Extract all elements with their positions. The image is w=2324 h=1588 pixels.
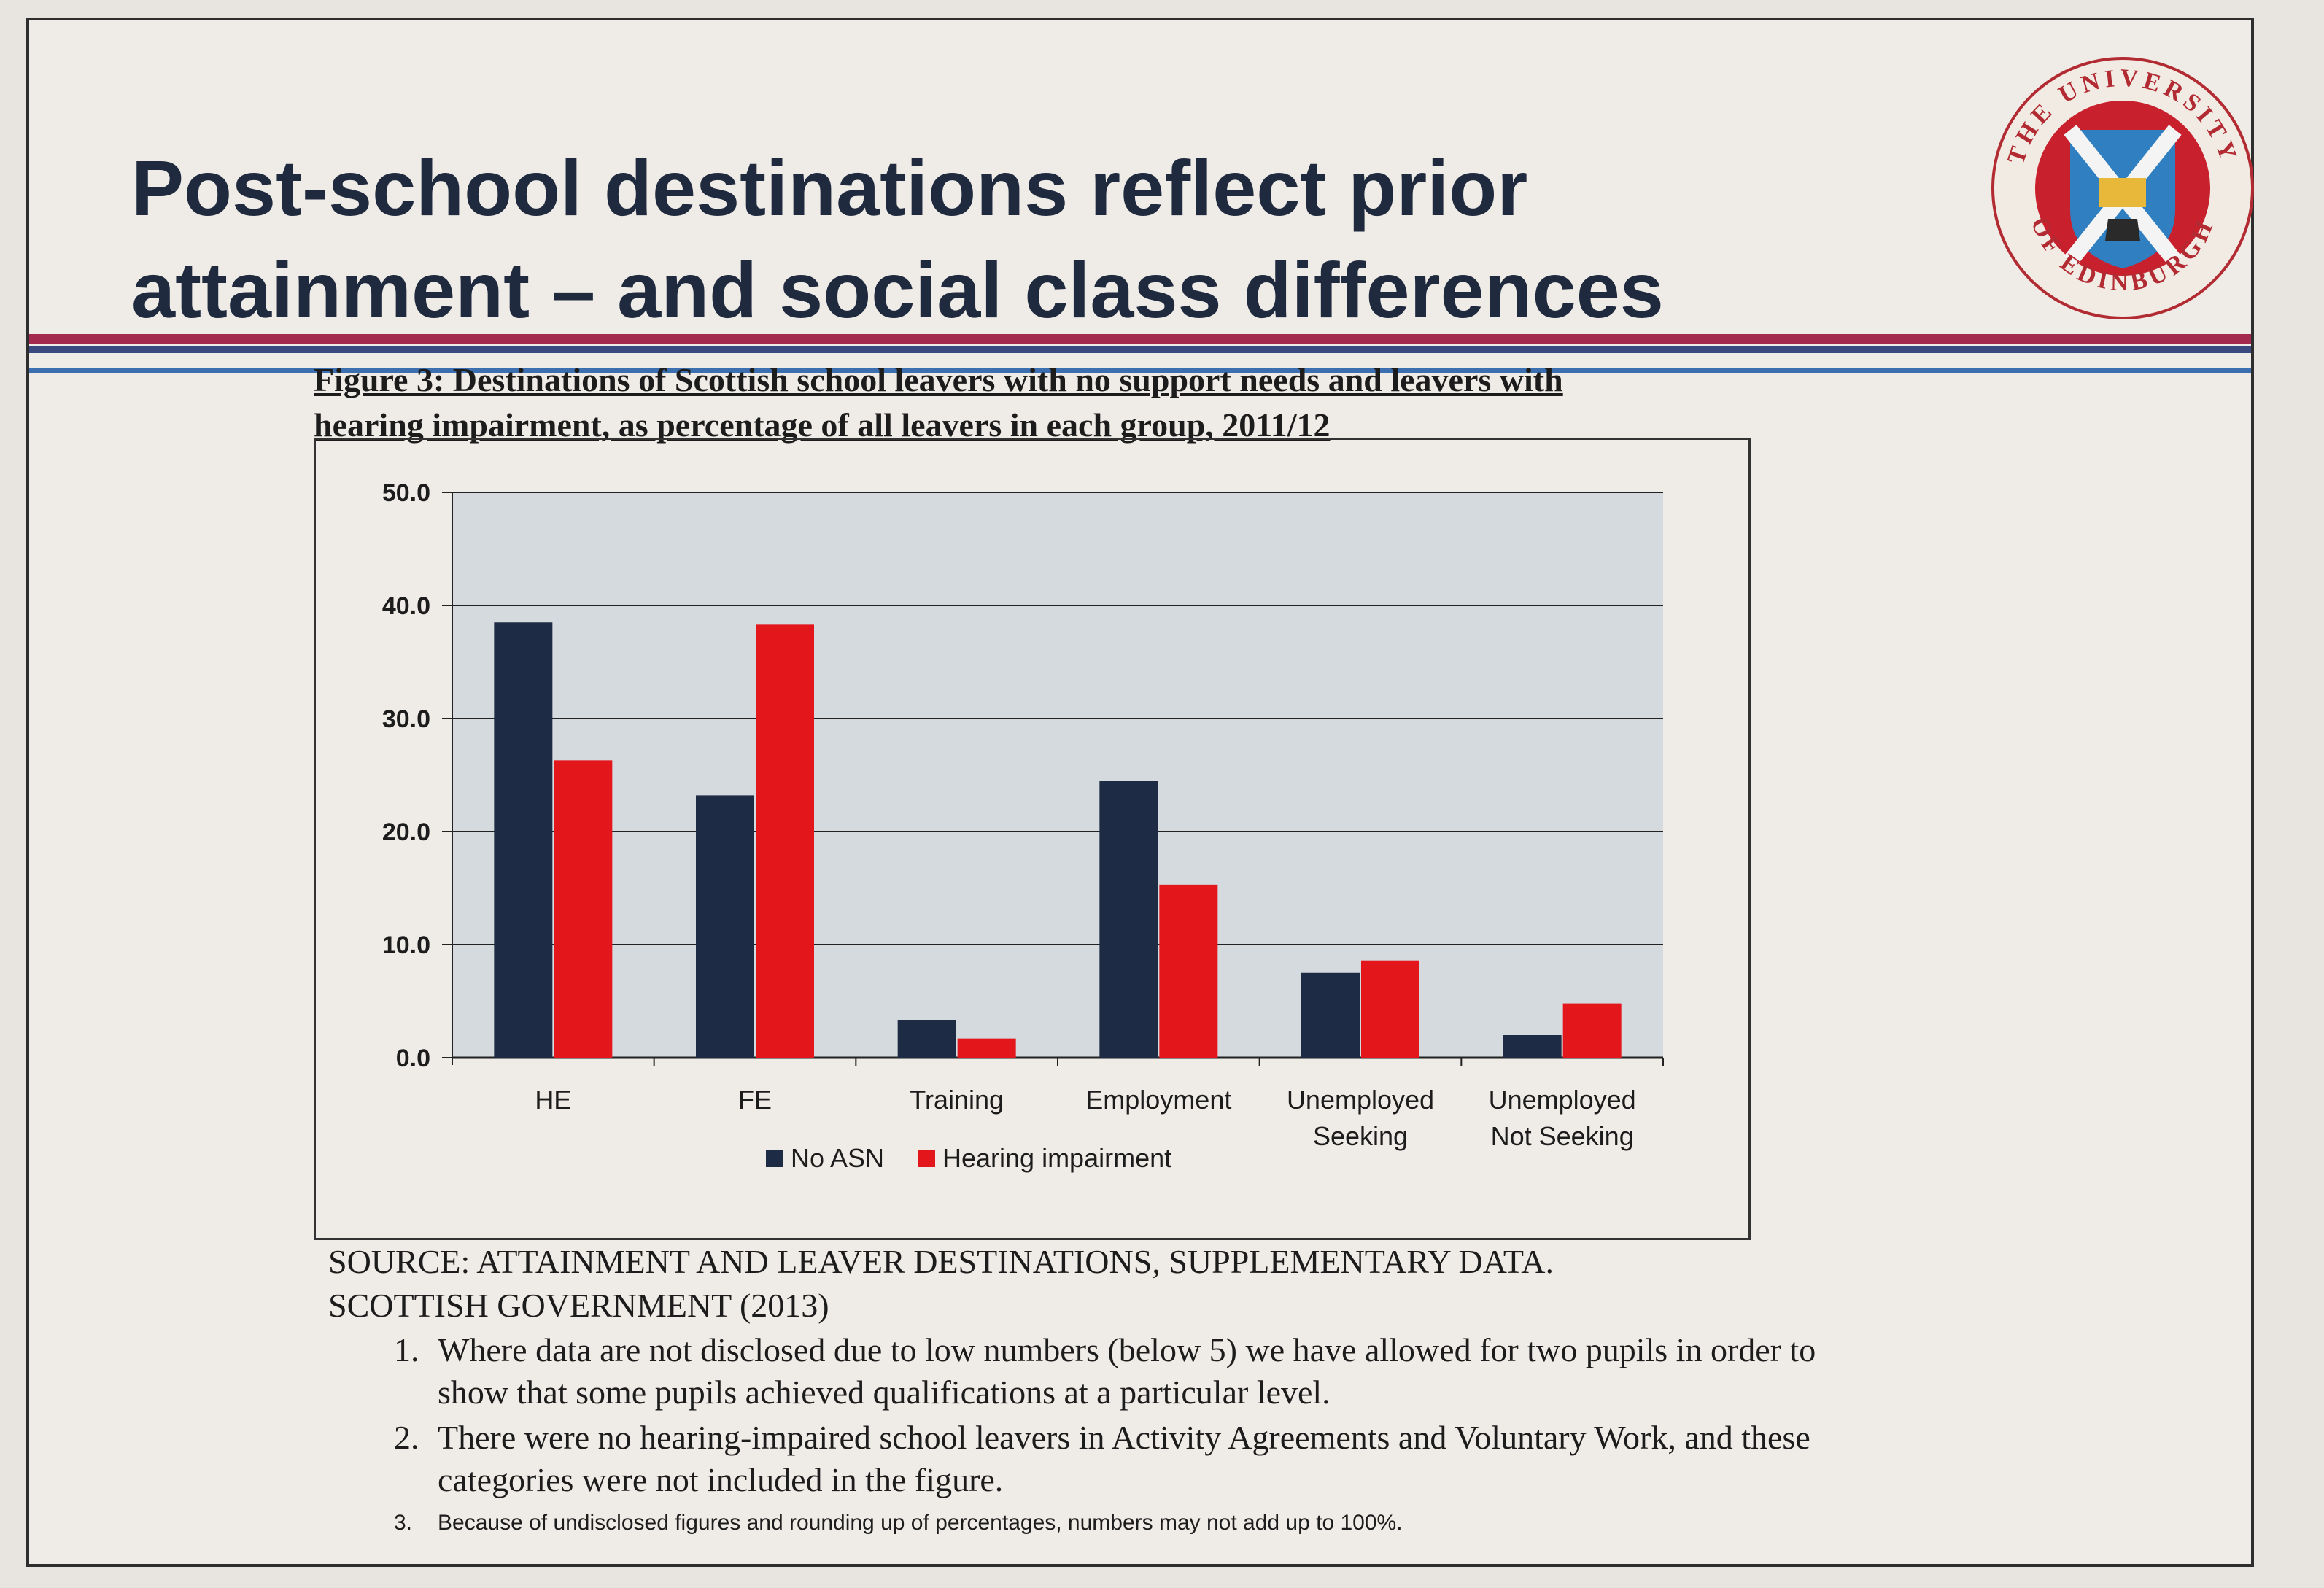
footnote: 1. Where data are not disclosed due to l… xyxy=(379,1329,1838,1414)
x-tick-label: Seeking xyxy=(1313,1121,1408,1151)
bar xyxy=(756,624,814,1058)
slide-title: Post-school destinations reflect prior a… xyxy=(131,137,1809,341)
footnote: 3. Because of undisclosed figures and ro… xyxy=(379,1507,1838,1539)
bar-chart: 0.0 10.0 20.0 30.0 40.0 50.0 HE FE Training Emplo… xyxy=(382,479,1664,1173)
source-citation: SOURCE: ATTAINMENT AND LEAVER DESTINATIO… xyxy=(328,1240,1860,1328)
footnote-text: Because of undisclosed figures and round… xyxy=(438,1511,1403,1535)
plot-area xyxy=(452,492,1663,1058)
slide: Post-school destinations reflect prior a… xyxy=(26,18,2254,1567)
bar xyxy=(1562,1003,1622,1058)
figure-caption: Figure 3: Destinations of Scottish schoo… xyxy=(314,357,1802,448)
header-rule-red xyxy=(29,334,2251,344)
bar xyxy=(1361,960,1419,1058)
university-logo: THE UNIVERSITY OF EDINBURGH xyxy=(1991,57,2254,319)
x-tick-label: Unemployed xyxy=(1489,1085,1636,1115)
legend-swatch xyxy=(918,1150,935,1167)
bar xyxy=(554,760,613,1058)
footnote-number: 2. xyxy=(394,1419,419,1456)
legend-swatch xyxy=(766,1150,783,1167)
x-tick-label: HE xyxy=(535,1085,571,1115)
bar xyxy=(897,1020,956,1058)
y-tick-label: 50.0 xyxy=(382,479,430,507)
bar xyxy=(1301,972,1360,1058)
footnote-text: There were no hearing-impaired school le… xyxy=(438,1419,1810,1498)
legend-label: No ASN xyxy=(791,1143,884,1173)
x-tick-label: Training xyxy=(910,1085,1004,1115)
footnote-number: 3. xyxy=(394,1511,413,1535)
footnotes: 1. Where data are not disclosed due to l… xyxy=(379,1329,1838,1542)
y-tick-label: 0.0 xyxy=(396,1045,430,1072)
bar xyxy=(1503,1035,1562,1058)
x-tick-label: FE xyxy=(738,1085,772,1115)
y-tick-label: 10.0 xyxy=(382,932,430,959)
legend-label: Hearing impairment xyxy=(942,1143,1171,1173)
bar xyxy=(494,622,553,1058)
x-tick-label: Employment xyxy=(1085,1085,1231,1115)
x-tick-label: Not Seeking xyxy=(1491,1121,1634,1151)
figure-caption-line-2: hearing impairment, as percentage of all… xyxy=(314,406,1331,444)
y-tick-label: 20.0 xyxy=(382,818,430,846)
header-rule-navy xyxy=(29,346,2251,353)
footnote-text: Where data are not disclosed due to low … xyxy=(438,1331,1816,1411)
title-line-2: attainment – and social class difference… xyxy=(131,246,1664,334)
bar xyxy=(1159,884,1218,1058)
y-tick-label: 30.0 xyxy=(382,705,430,733)
chart-frame xyxy=(314,438,1751,1240)
title-line-1: Post-school destinations reflect prior xyxy=(131,144,1528,232)
footnote-number: 1. xyxy=(394,1331,419,1368)
bar xyxy=(957,1038,1016,1058)
source-line-2: SCOTTISH GOVERNMENT (2013) xyxy=(328,1287,829,1324)
y-tick-label: 40.0 xyxy=(382,592,430,620)
bar xyxy=(1099,781,1158,1058)
bar xyxy=(696,795,754,1058)
figure-caption-line-1: Figure 3: Destinations of Scottish schoo… xyxy=(314,361,1563,398)
header-rule-blue xyxy=(29,368,2251,373)
x-tick-label: Unemployed xyxy=(1287,1085,1434,1115)
source-line-1: SOURCE: ATTAINMENT AND LEAVER DESTINATIO… xyxy=(328,1243,1554,1280)
footnote: 2. There were no hearing-impaired school… xyxy=(379,1417,1838,1501)
